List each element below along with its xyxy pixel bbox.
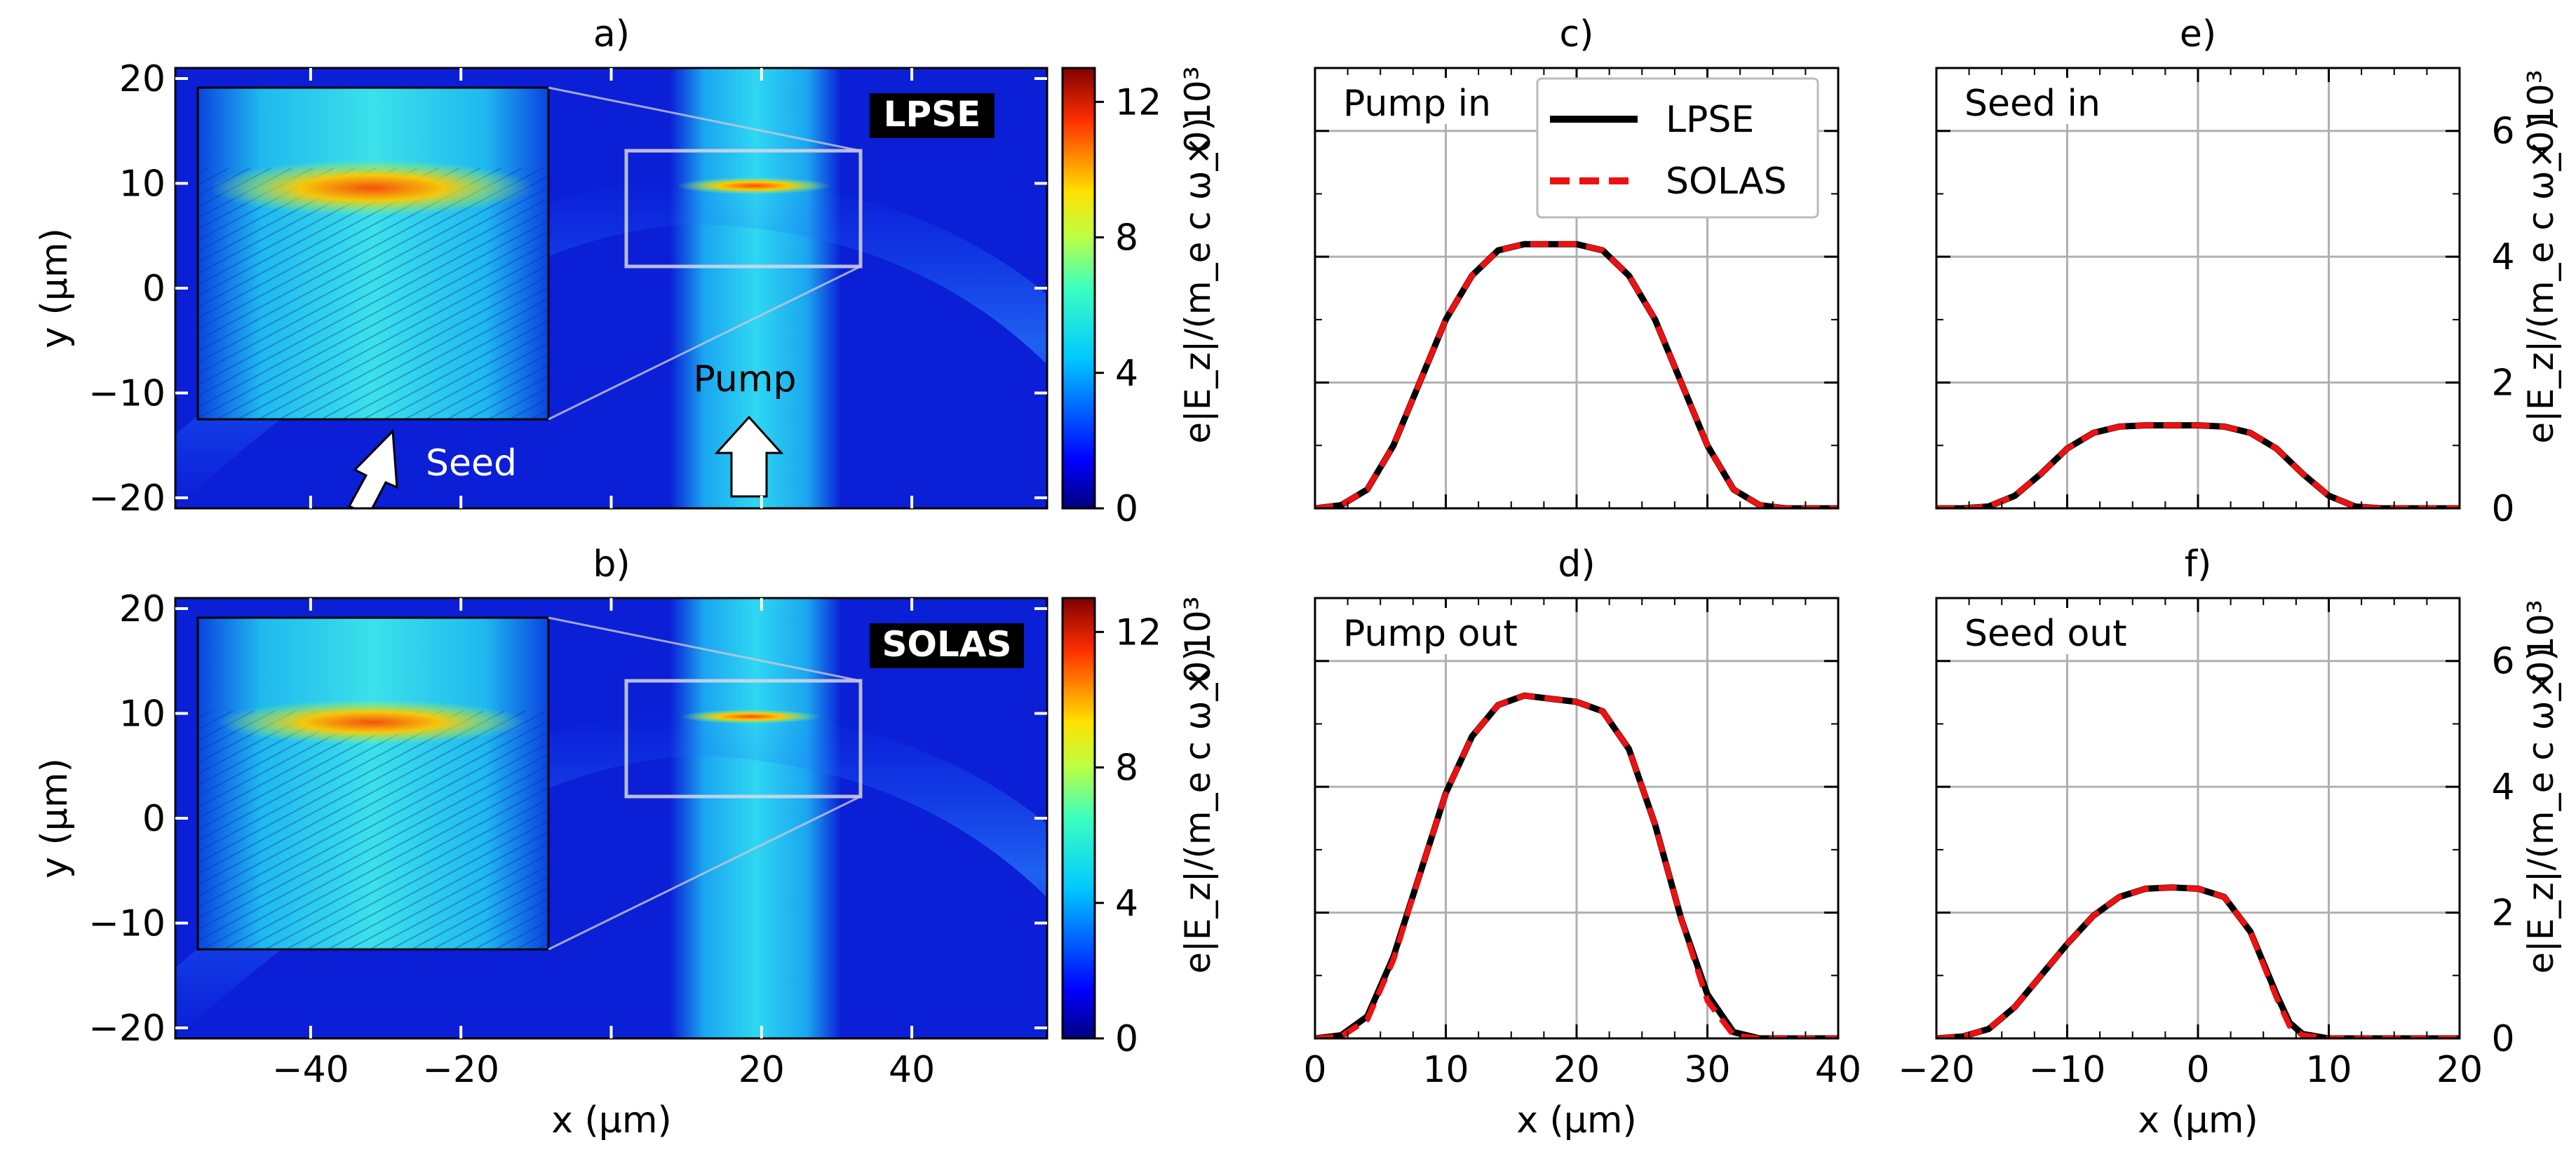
inset-a	[196, 86, 550, 421]
colorbar-tick-label: 4	[1115, 883, 1138, 925]
panel-label: Seed out	[1964, 613, 2127, 655]
heatmap-ytick-label: 0	[142, 268, 166, 310]
line-panel-c: c) Pump in	[1314, 13, 1840, 510]
panel-title-e: e)	[2180, 13, 2216, 55]
amplified-region-a	[677, 177, 831, 194]
pump-arrow-icon	[714, 415, 784, 498]
panel-title-b: b)	[593, 543, 630, 585]
series-line-solas	[1936, 422, 2460, 508]
colorbar-tick-label: 12	[1115, 81, 1161, 123]
panel-label-box	[1329, 78, 1532, 124]
heatmap-ytick-label: 0	[142, 798, 166, 840]
xtick-label: 40	[1815, 1049, 1861, 1091]
heatmap-panel-b: b) SOLAS −40 −20 20 40 20 10 0 −10 −20	[88, 543, 1048, 1091]
xtick-label: −20	[1898, 1049, 1975, 1091]
pump-label: Pump	[693, 358, 796, 400]
panel-label: Seed in	[1964, 83, 2100, 125]
series-line-solas	[1315, 241, 1838, 508]
heatmap-ytick-label: 10	[119, 693, 166, 735]
code-label-box-b	[870, 623, 1024, 668]
colorbar-multiplier-a: × 10³	[1178, 66, 1218, 165]
panel-label-box	[1329, 608, 1532, 654]
panel-label-box	[1950, 608, 2154, 654]
ytick-label: 0	[2491, 488, 2514, 530]
xtick-label: 10	[2305, 1049, 2352, 1091]
amplified-region-b	[680, 710, 821, 724]
panel-title-d: d)	[1558, 543, 1595, 585]
ytick-label: 2	[2491, 362, 2514, 405]
code-label-a: LPSE	[884, 94, 981, 135]
panel-label: Pump out	[1343, 613, 1518, 655]
line-ylabel-top: e|E_z|/(m_e c ω_0)	[2521, 117, 2561, 444]
series-line-solas	[1936, 884, 2460, 1038]
line-ylabel-bottom: e|E_z|/(m_e c ω_0)	[2521, 647, 2561, 974]
ytick-label: 4	[2491, 766, 2514, 808]
heatmap-xlabel: x (μm)	[551, 1099, 672, 1141]
heatmap-xtick-label: 40	[889, 1049, 935, 1091]
ytick-label: 6	[2491, 111, 2514, 153]
colorbar-b: 0 4 8 12 e|E_z|/(m_e c ω_0) × 10³	[1061, 596, 1218, 1060]
colorbar-ylabel-b: e|E_z|/(m_e c ω_0)	[1178, 647, 1218, 974]
xtick-label: 10	[1422, 1049, 1469, 1091]
colorbar-tick-label: 4	[1115, 353, 1138, 395]
colorbar-multiplier-b: × 10³	[1178, 596, 1218, 695]
heatmap-ytick-label: 10	[119, 163, 166, 205]
zoom-box-b	[624, 679, 863, 799]
legend: LPSE SOLAS	[1536, 77, 1819, 219]
colorbar-tick-label: 12	[1115, 611, 1161, 653]
zoom-box-a	[624, 149, 863, 269]
legend-lpse-label: LPSE	[1666, 99, 1754, 141]
line-multiplier-bottom: × 10³	[2521, 599, 2561, 698]
xtick-label: 20	[1553, 1049, 1600, 1091]
heatmap-xtick-label: 20	[739, 1049, 785, 1091]
xtick-label: 20	[2436, 1049, 2483, 1091]
heatmap-ytick-label: −10	[88, 373, 166, 415]
line-multiplier-top: × 10³	[2521, 69, 2561, 168]
heatmap-xtick-label: −40	[272, 1049, 349, 1091]
inset-b	[196, 616, 550, 951]
code-label-box-a	[870, 93, 994, 138]
colorbar-tick-label: 8	[1115, 747, 1138, 789]
panel-title-f: f)	[2185, 543, 2212, 585]
xtick-label: −10	[2029, 1049, 2106, 1091]
line-panel-e: e) 0 2 4 6 Seed in	[1935, 13, 2515, 530]
heatmap-ytick-label: −10	[88, 903, 166, 945]
heatmap-xtick-label: −20	[422, 1049, 499, 1091]
ytick-label: 4	[2491, 236, 2514, 278]
line-panel-d: d) 0 10 20 30 40 Pump out	[1303, 543, 1861, 1091]
heatmap-ylabel-b: y (μm)	[34, 758, 76, 879]
xtick-label: 0	[2186, 1049, 2209, 1091]
panel-title-c: c)	[1560, 13, 1594, 55]
line-panel-f: f) 0 2 4 6 −20 −10 0 10 20 Seed out	[1898, 543, 2514, 1091]
heatmap-ytick-label: −20	[88, 1008, 166, 1050]
heatmap-ytick-label: 20	[119, 588, 166, 630]
colorbar-tick-label: 8	[1115, 217, 1138, 259]
seed-label: Seed	[426, 442, 517, 484]
ytick-label: 2	[2491, 893, 2514, 935]
ytick-label: 0	[2491, 1018, 2514, 1060]
seed-arrow-icon	[347, 428, 398, 508]
xtick-label: 0	[1303, 1049, 1326, 1091]
heatmap-ytick-label: 20	[119, 58, 166, 100]
legend-solas-label: SOLAS	[1666, 161, 1787, 203]
heatmap-ylabel-a: y (μm)	[34, 228, 76, 348]
colorbar-a: 0 4 8 12 e|E_z|/(m_e c ω_0) × 10³	[1061, 66, 1218, 530]
panel-title-a: a)	[593, 13, 630, 55]
code-label-b: SOLAS	[882, 624, 1011, 665]
series-line-solas	[1315, 693, 1838, 1038]
colorbar-ylabel-a: e|E_z|/(m_e c ω_0)	[1178, 117, 1218, 444]
line-xlabel-pump: x (μm)	[1516, 1099, 1637, 1141]
xtick-label: 30	[1684, 1049, 1730, 1091]
line-xlabel-seed: x (μm)	[2138, 1099, 2258, 1141]
panel-label: Pump in	[1343, 83, 1491, 125]
heatmap-ytick-label: −20	[88, 477, 166, 520]
panel-label-box	[1950, 78, 2154, 124]
colorbar-tick-label: 0	[1115, 1018, 1138, 1060]
ytick-label: 6	[2491, 641, 2514, 683]
heatmap-panel-a: a) LPSE Pump Seed 20 10	[88, 13, 1048, 520]
colorbar-tick-label: 0	[1115, 488, 1138, 530]
